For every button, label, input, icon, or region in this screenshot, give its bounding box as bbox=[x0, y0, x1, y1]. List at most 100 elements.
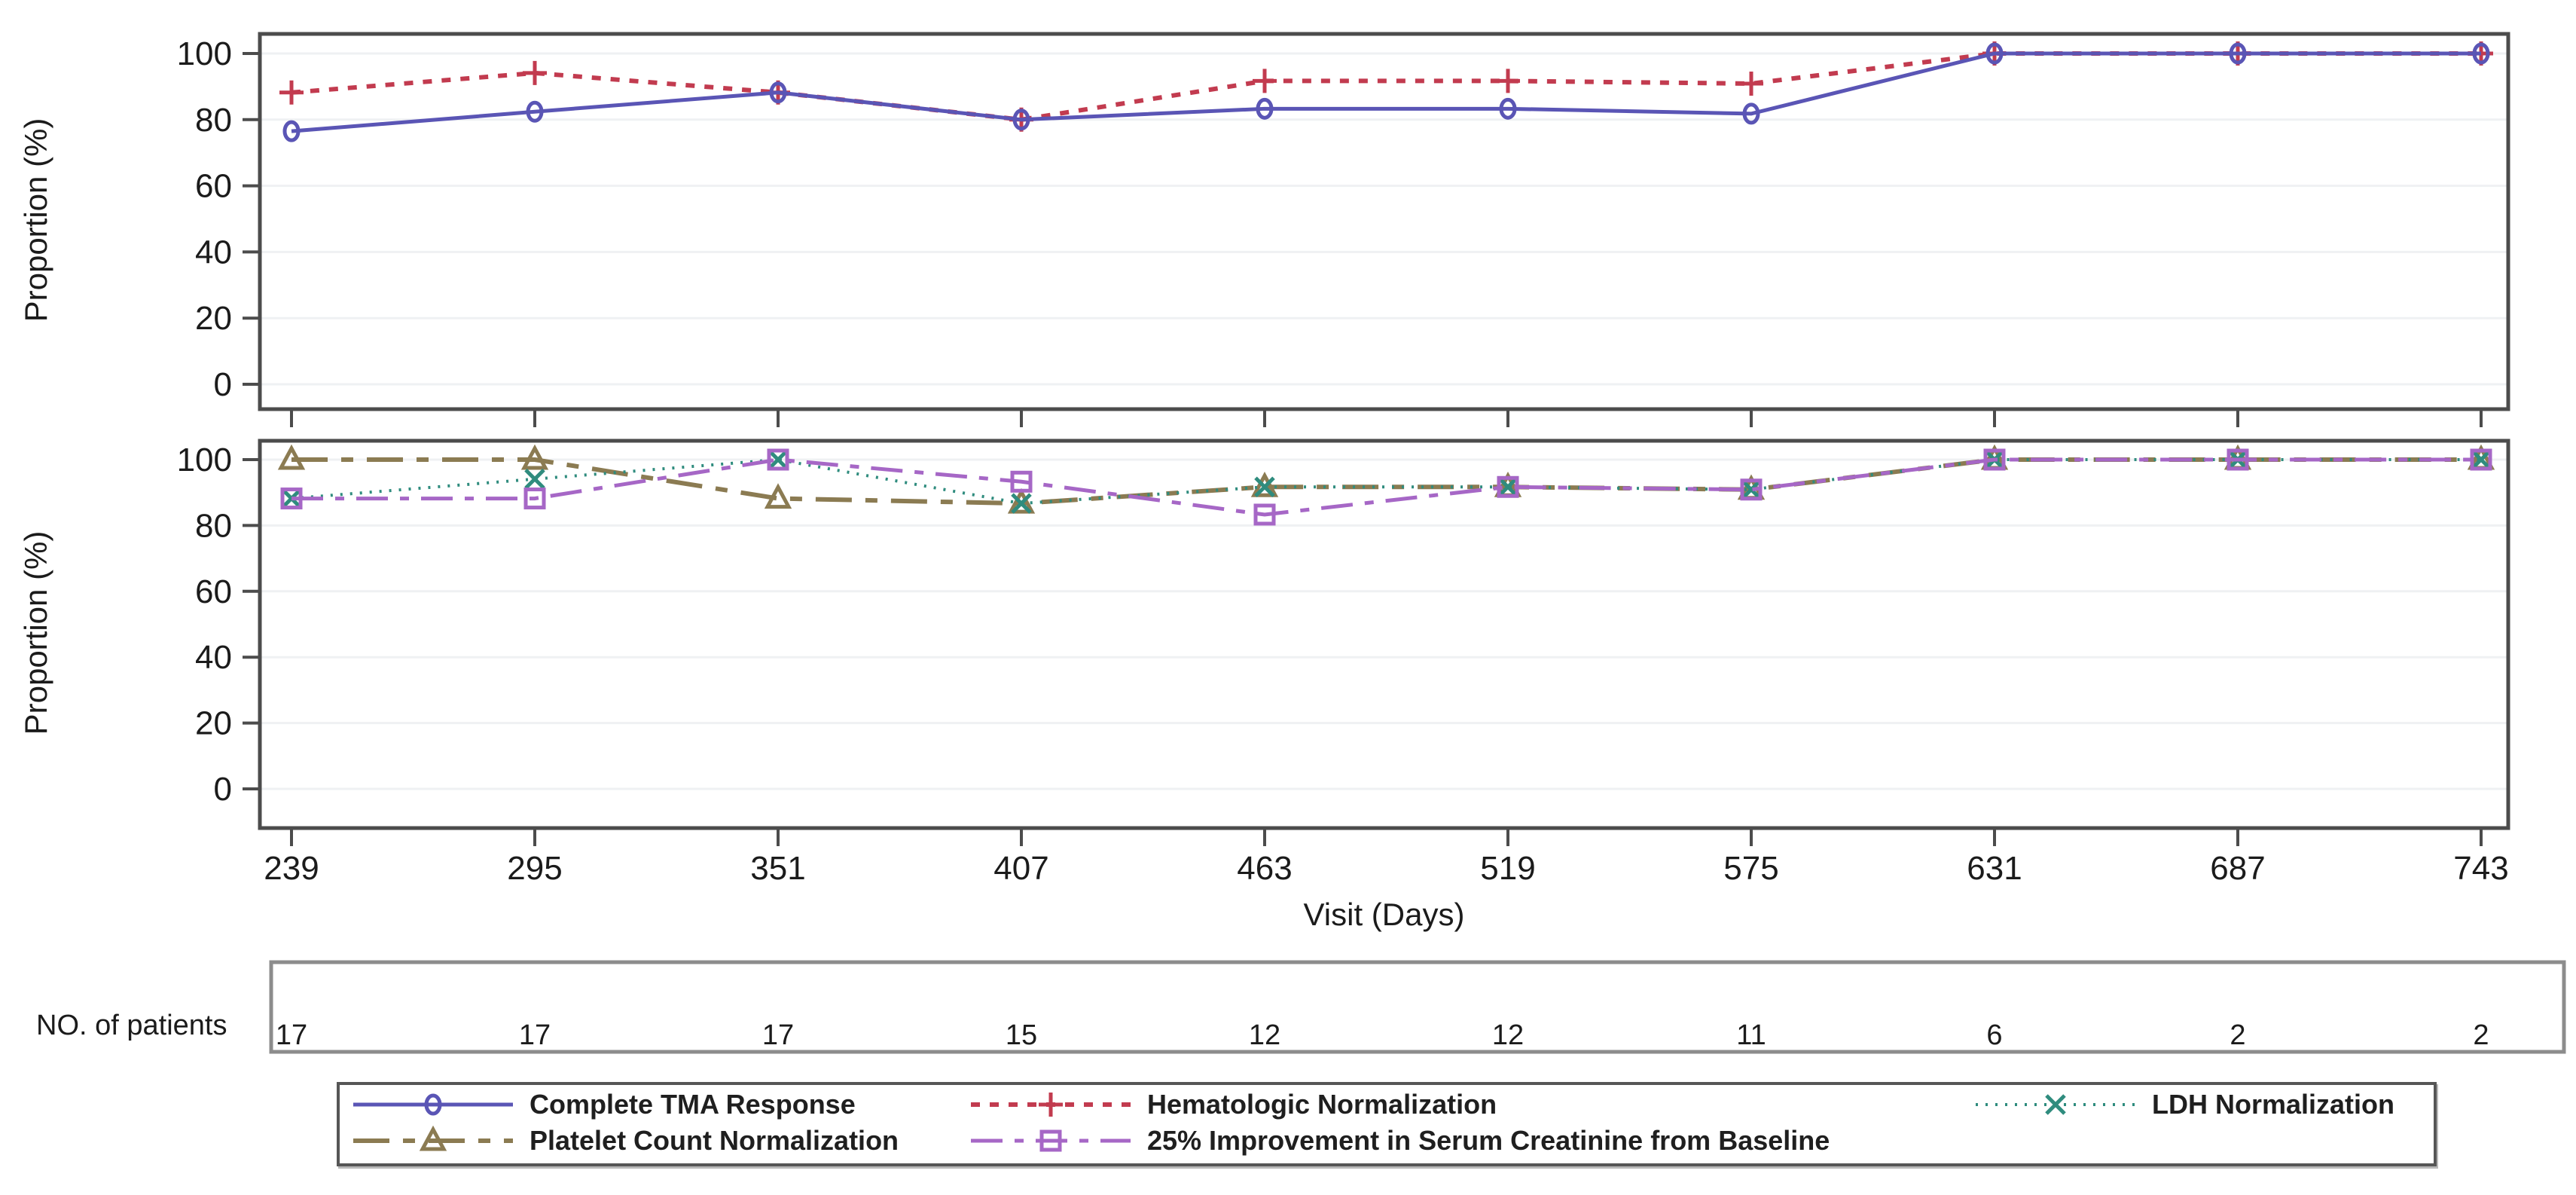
marker-square bbox=[1010, 470, 1033, 493]
patients-count: 11 bbox=[1736, 1019, 1766, 1051]
legend-sample-complete-tma-response bbox=[353, 1093, 513, 1116]
panel-border bbox=[258, 439, 2510, 830]
patients-table: 17 17 17 15 12 12 11 6 2 2 bbox=[269, 960, 2566, 1054]
legend-label: Hematologic Normalization bbox=[1147, 1089, 1497, 1120]
marker-circle bbox=[526, 100, 544, 123]
marker-triangle bbox=[520, 444, 549, 470]
legend-sample-platelet-count-normalization bbox=[353, 1125, 513, 1151]
legend-box: Complete TMA Response Hematologic Normal… bbox=[337, 1082, 2437, 1166]
marker-triangle bbox=[277, 444, 306, 470]
patients-count: 17 bbox=[762, 1019, 794, 1051]
x-tick-label: 351 bbox=[750, 850, 805, 887]
series-line bbox=[291, 457, 2481, 517]
marker-plus bbox=[1496, 69, 1520, 93]
legend-label: LDH Normalization bbox=[2152, 1089, 2395, 1120]
y-tick-label: 100 bbox=[177, 35, 232, 72]
marker-x bbox=[524, 469, 545, 490]
legend-sample-ldh-normalization bbox=[1976, 1094, 2135, 1115]
marker-plus bbox=[1739, 71, 1763, 96]
marker-triangle bbox=[1250, 471, 1279, 497]
legend-item-hematologic-normalization: Hematologic Normalization bbox=[968, 1088, 1497, 1121]
marker-plus bbox=[523, 60, 547, 85]
y-axis-title-bottom: Proportion (%) bbox=[18, 530, 53, 735]
marker-x bbox=[2045, 1094, 2066, 1115]
marker-circle bbox=[1985, 42, 2004, 65]
legend-sample-hematologic-normalization bbox=[971, 1093, 1131, 1117]
series-line bbox=[291, 51, 2481, 133]
series-line bbox=[291, 457, 2481, 506]
marker-square bbox=[1740, 478, 1763, 501]
legend-label: Complete TMA Response bbox=[530, 1089, 856, 1120]
legend-item-ldh-normalization: LDH Normalization bbox=[1973, 1088, 2394, 1121]
x-tick-label: 631 bbox=[1967, 850, 2022, 887]
marker-triangle bbox=[764, 483, 792, 509]
panel-bottom: 0 20 40 60 80 100 bbox=[177, 439, 2510, 846]
marker-circle bbox=[1256, 97, 1274, 120]
y-tick-label: 60 bbox=[195, 168, 232, 205]
marker-circle bbox=[1012, 108, 1030, 131]
marker-square bbox=[1039, 1129, 1062, 1152]
patients-count: 2 bbox=[2230, 1019, 2245, 1051]
legend-label: Platelet Count Normalization bbox=[530, 1125, 899, 1156]
marker-x bbox=[1741, 478, 1762, 500]
patients-row-label: NO. of patients bbox=[36, 1010, 227, 1041]
x-axis-title: Visit (Days) bbox=[1303, 897, 1465, 932]
marker-circle bbox=[282, 120, 301, 142]
x-tick-label: 575 bbox=[1723, 850, 1778, 887]
y-tick-label: 40 bbox=[195, 639, 232, 676]
marker-circle bbox=[1742, 102, 1760, 125]
marker-square bbox=[2470, 448, 2492, 471]
marker-x bbox=[2471, 449, 2492, 470]
marker-x bbox=[1497, 476, 1518, 498]
marker-x bbox=[1254, 476, 1275, 498]
patients-count: 17 bbox=[519, 1019, 551, 1051]
marker-circle bbox=[2472, 42, 2490, 65]
y-axis-title-top: Proportion (%) bbox=[18, 118, 53, 322]
x-tick-label: 295 bbox=[507, 850, 562, 887]
marker-circle bbox=[424, 1093, 442, 1116]
marker-circle bbox=[769, 81, 787, 104]
legend-item-platelet-count-normalization: Platelet Count Normalization bbox=[350, 1124, 899, 1157]
y-tick-label: 40 bbox=[195, 234, 232, 270]
marker-square bbox=[1497, 475, 1519, 498]
y-tick-label: 100 bbox=[177, 442, 232, 478]
x-tick-label: 519 bbox=[1480, 850, 1535, 887]
marker-plus bbox=[1039, 1093, 1063, 1117]
patients-count: 12 bbox=[1492, 1019, 1524, 1051]
patients-count: 15 bbox=[1006, 1019, 1037, 1051]
marker-x bbox=[768, 449, 789, 470]
marker-square bbox=[2227, 448, 2249, 471]
x-tick-label: 743 bbox=[2453, 850, 2508, 887]
patients-count: 2 bbox=[2473, 1019, 2489, 1051]
x-tick-label: 463 bbox=[1237, 850, 1292, 887]
marker-plus bbox=[1253, 69, 1277, 93]
patients-count: 12 bbox=[1249, 1019, 1280, 1051]
marker-triangle bbox=[1007, 487, 1036, 514]
legend-item-serum-creatinine-improvement: 25% Improvement in Serum Creatinine from… bbox=[968, 1124, 1830, 1157]
legend-item-complete-tma-response: Complete TMA Response bbox=[350, 1088, 856, 1121]
y-tick-label: 20 bbox=[195, 705, 232, 742]
legend-label: 25% Improvement in Serum Creatinine from… bbox=[1147, 1125, 1830, 1156]
legend-sample-serum-creatinine-improvement bbox=[971, 1129, 1131, 1152]
marker-square bbox=[523, 487, 546, 510]
marker-circle bbox=[2229, 42, 2247, 65]
panel-top: 0 20 40 60 80 100 bbox=[177, 32, 2510, 427]
patients-count: 6 bbox=[1986, 1019, 2002, 1051]
marker-x bbox=[1011, 493, 1032, 514]
y-tick-label: 0 bbox=[214, 771, 232, 808]
patients-table-border bbox=[269, 960, 2566, 1054]
marker-square bbox=[1253, 503, 1276, 526]
marker-square bbox=[280, 487, 303, 510]
panel-border bbox=[258, 32, 2510, 411]
marker-plus bbox=[279, 80, 304, 105]
marker-square bbox=[1983, 448, 2006, 471]
x-tick-label: 687 bbox=[2210, 850, 2265, 887]
x-tick-label: 407 bbox=[993, 850, 1048, 887]
y-tick-label: 80 bbox=[195, 507, 232, 544]
y-tick-label: 60 bbox=[195, 573, 232, 610]
patients-count: 17 bbox=[276, 1019, 307, 1051]
y-tick-label: 0 bbox=[214, 366, 232, 403]
marker-triangle bbox=[419, 1125, 447, 1151]
